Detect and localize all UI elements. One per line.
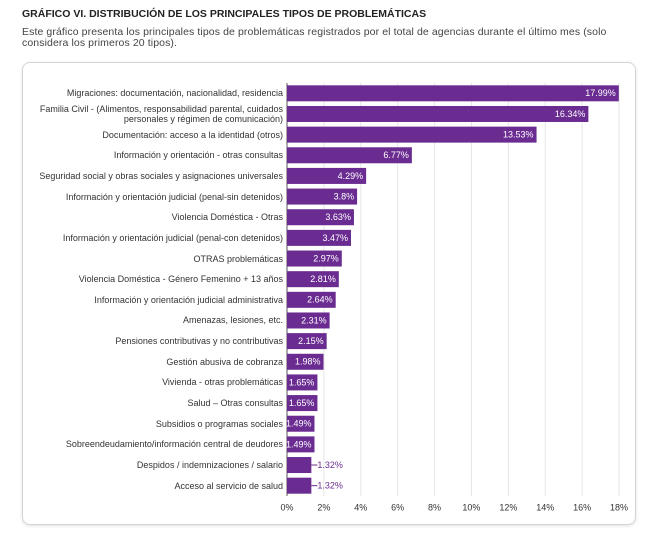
category-label: Violencia Doméstica - Género Femenino + …	[78, 274, 283, 285]
bar	[287, 105, 589, 122]
category-label: Información y orientación judicial (pena…	[65, 191, 283, 202]
category-label: Familia Civil - (Alimentos, responsabili…	[39, 103, 283, 124]
value-label: 2.81%	[310, 274, 336, 284]
bar	[287, 436, 315, 453]
value-label: 1.65%	[289, 377, 315, 387]
bar	[287, 395, 318, 412]
bar	[287, 374, 318, 391]
x-tick-label: 10%	[462, 502, 480, 512]
value-label: 2.31%	[301, 315, 327, 325]
chart-title: GRÁFICO VI. DISTRIBUCIÓN DE LOS PRINCIPA…	[22, 8, 427, 20]
bar	[287, 271, 339, 288]
x-tick-label: 14%	[536, 502, 554, 512]
category-label: Información y orientación judicial admin…	[94, 294, 283, 305]
bar	[287, 209, 354, 226]
chart-card	[22, 62, 636, 525]
value-label: 16.34%	[555, 109, 586, 119]
x-tick-label: 4%	[354, 502, 367, 512]
x-tick-label: 6%	[391, 502, 404, 512]
value-label: 17.99%	[585, 88, 616, 98]
bar	[287, 85, 619, 102]
category-label: Subsidios o programas sociales	[155, 418, 283, 429]
x-tick-label: 18%	[610, 502, 628, 512]
bar	[287, 188, 358, 205]
bar	[287, 312, 330, 329]
bar	[287, 415, 315, 432]
x-tick-label: 0%	[280, 502, 293, 512]
bar	[287, 291, 336, 308]
category-label: Documentación: acceso a la identidad (ot…	[102, 129, 283, 140]
value-label: 1.98%	[295, 357, 321, 367]
category-label: Gestión abusiva de cobranza	[166, 356, 283, 367]
bar	[287, 147, 412, 164]
bar	[287, 457, 312, 474]
bar	[287, 229, 352, 246]
category-label: Acceso al servicio de salud	[174, 480, 283, 491]
category-label: Migraciones: documentación, nacionalidad…	[66, 88, 283, 99]
value-label: 1.65%	[289, 398, 315, 408]
bar	[287, 250, 342, 267]
value-label: 1.32%	[317, 481, 343, 491]
x-tick-label: 16%	[573, 502, 591, 512]
x-tick-label: 8%	[428, 502, 441, 512]
value-label: 2.15%	[298, 336, 324, 346]
value-label: 2.97%	[313, 253, 339, 263]
value-label: 1.32%	[317, 460, 343, 470]
category-label: Violencia Doméstica - Otras	[171, 212, 283, 223]
category-label: Información y orientación judicial (pena…	[62, 232, 283, 243]
category-label: Salud – Otras consultas	[187, 398, 283, 409]
bar	[287, 126, 537, 143]
value-label: 4.29%	[338, 171, 364, 181]
value-label: 13.53%	[503, 130, 534, 140]
x-tick-label: 2%	[317, 502, 330, 512]
x-tick-label: 12%	[499, 502, 517, 512]
bar	[287, 167, 367, 184]
category-label: Amenazas, lesiones, etc.	[182, 315, 283, 326]
category-label: Despidos / indemnizaciones / salario	[136, 460, 283, 471]
value-label: 3.63%	[325, 212, 351, 222]
value-label: 3.8%	[334, 191, 355, 201]
bar	[287, 477, 312, 494]
category-label: Seguridad social y obras sociales y asig…	[39, 170, 283, 181]
value-label: 2.64%	[307, 295, 333, 305]
category-label: OTRAS problemáticas	[193, 253, 283, 264]
category-label: Vivienda - otras problemáticas	[162, 377, 283, 388]
value-label: 1.49%	[286, 419, 312, 429]
value-label: 6.77%	[383, 150, 409, 160]
chart-subtitle: Este gráfico presenta los principales ti…	[22, 26, 607, 49]
category-label: Pensiones contributivas y no contributiv…	[115, 336, 283, 347]
value-label: 1.49%	[286, 439, 312, 449]
value-label: 3.47%	[322, 233, 348, 243]
bar	[287, 353, 324, 370]
category-label: Información y orientación - otras consul…	[113, 150, 283, 161]
bar	[287, 333, 327, 350]
category-label: Sobreendeudamiento/información central d…	[65, 439, 283, 450]
